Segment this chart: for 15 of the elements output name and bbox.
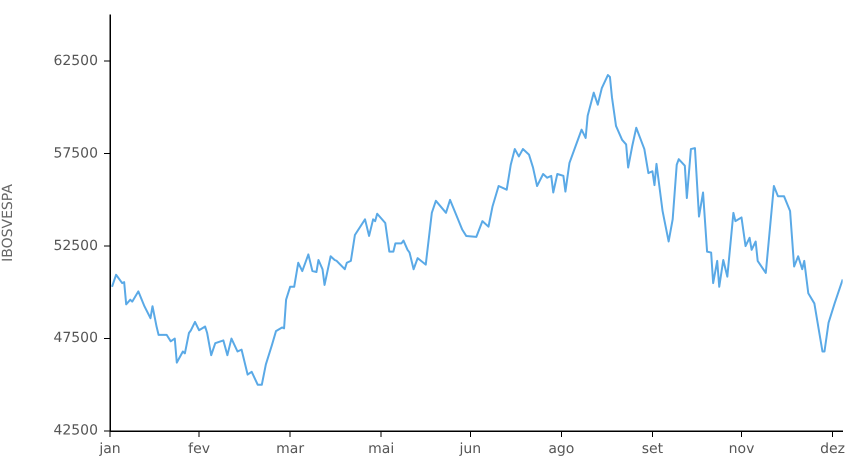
x-tick-label: jan	[98, 441, 121, 458]
x-tick-label: jun	[458, 441, 482, 458]
x-tick-label: set	[642, 441, 664, 458]
x-tick-label: dez	[820, 441, 846, 458]
y-tick-label: 62500	[53, 52, 98, 69]
x-tick-label: fev	[188, 441, 210, 458]
x-tick-label: nov	[728, 441, 754, 458]
y-tick-label: 42500	[53, 422, 98, 439]
y-tick-label: 52500	[53, 238, 98, 254]
x-tick-label: mar	[276, 441, 304, 458]
y-tick-label: 57500	[53, 145, 98, 162]
x-tick-label: mai	[368, 441, 394, 458]
y-tick-label: 47500	[53, 330, 98, 346]
x-tick-label: ago	[548, 441, 574, 458]
y-axis-title: IBOSVESPA	[0, 184, 16, 262]
